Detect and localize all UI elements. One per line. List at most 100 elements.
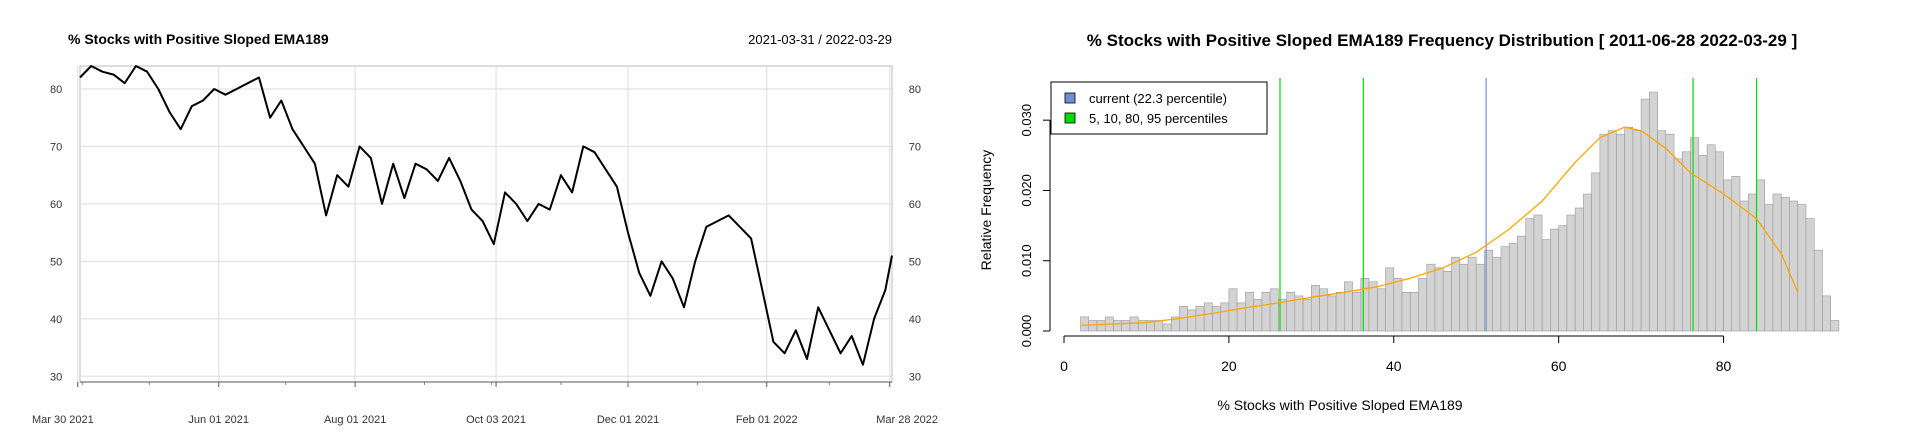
timeseries-series [79,65,893,366]
histogram-x-axis-label: % Stocks with Positive Sloped EMA189 [1217,397,1462,413]
histogram-bar [1459,263,1469,332]
histogram-x-tick-label: 60 [1551,358,1567,374]
histogram-bar [1797,204,1807,332]
histogram-bar [1088,320,1098,332]
histogram-bar [1657,130,1667,332]
histogram-bar [1673,158,1683,332]
histogram-bar [1113,320,1122,332]
histogram-bar [1129,316,1139,332]
histogram-y-tick-label: 0.000 [1019,315,1034,348]
timeseries-y-tick-right: 60 [909,199,921,211]
histogram-bar [1583,193,1592,332]
histogram-bar [1080,316,1089,332]
histogram-bar [1805,218,1815,332]
histogram-bar [1286,291,1296,332]
timeseries-line [79,65,893,366]
histogram-bar [1162,323,1172,332]
histogram-x-tick-label: 0 [1060,358,1068,374]
histogram-bar [1203,302,1213,332]
histogram-bar [1508,242,1518,332]
histogram-bar [1517,235,1526,332]
histogram-bar [1187,309,1197,332]
histogram-x-tick-label: 80 [1716,358,1732,374]
histogram-bar [1311,284,1320,332]
timeseries-x-tick-label: Aug 01 2021 [324,414,386,426]
histogram-bar [1574,207,1584,332]
histogram-bar [1500,246,1510,332]
histogram-bar [1475,263,1485,332]
histogram-bar [1698,155,1708,332]
timeseries-y-tick-right: 70 [909,141,921,153]
histogram-axes: 0 20 40 60 80 0.000 0.010 0.020 0.030 [1019,104,1732,374]
legend-box [1050,81,1268,135]
histogram-bar [1245,291,1254,332]
histogram-bar [1739,200,1749,332]
histogram-bar [1294,295,1304,332]
legend-swatch-current [1064,92,1076,104]
timeseries-y-tick-left: 80 [50,84,62,96]
histogram-bar [1550,228,1559,332]
histogram-bar [1756,179,1765,332]
histogram-bar [1731,176,1741,332]
histogram-bar [1253,299,1263,332]
histogram-bar [1220,302,1230,332]
histogram-bar [1377,288,1386,332]
histogram-bar [1261,291,1271,332]
timeseries-y-tick-right: 80 [909,84,921,96]
timeseries-x-tick-label: Feb 01 2022 [736,414,798,426]
histogram-bar [1525,218,1535,332]
timeseries-y-tick-right: 50 [909,256,921,268]
histogram-bar [1467,256,1477,332]
histogram-bar [1566,214,1576,332]
histogram-bar [1302,299,1312,332]
histogram-bar [1418,277,1427,332]
histogram-bar [1616,133,1625,332]
histogram-bar [1327,295,1337,332]
histogram-bar [1269,288,1279,332]
histogram-bar [1813,249,1823,332]
histogram-bar [1401,291,1411,332]
timeseries-plot-frame [79,65,893,383]
histogram-chart: % Stocks with Positive Sloped EMA189 Fre… [978,31,1840,413]
histogram-bar [1385,267,1394,332]
timeseries-y-tick-left: 50 [50,256,62,268]
timeseries-axes: 30 30 40 40 50 50 60 60 70 70 80 80 Mar 30 2021 Jun 0… [32,84,938,426]
timeseries-x-tick-label: Jun 01 2021 [188,414,249,426]
histogram-title: % Stocks with Positive Sloped EMA189 Fre… [1087,31,1797,50]
histogram-bar [1591,172,1601,332]
histogram-bar [1723,179,1733,332]
histogram-bar [1558,225,1568,332]
histogram-bar [1368,281,1378,332]
histogram-bar [1236,302,1246,332]
histogram-x-tick-label: 20 [1221,358,1237,374]
histogram-bar [1212,306,1221,332]
histogram-bar [1624,126,1634,332]
histogram-bar [1352,291,1362,332]
timeseries-y-tick-right: 40 [909,314,921,326]
histogram-bar [1748,193,1757,332]
timeseries-x-tick-label: Dec 01 2021 [597,414,659,426]
histogram-bar [1682,151,1691,332]
histogram-bar [1715,151,1724,332]
histogram-bar [1451,256,1460,332]
histogram-bar [1121,320,1131,332]
timeseries-y-tick-left: 40 [50,314,62,326]
timeseries-grid [77,65,893,383]
histogram-bar [1335,291,1345,332]
timeseries-y-tick-left: 60 [50,199,62,211]
histogram-bar [1599,133,1609,332]
histogram-bar [1822,295,1831,332]
histogram-bar [1764,204,1774,332]
histogram-bar [1195,306,1205,332]
density-curve [1080,126,1799,327]
histogram-bar [1533,214,1543,332]
timeseries-y-tick-left: 30 [50,371,62,383]
histogram-bar [1649,91,1658,332]
timeseries-x-tick-label: Mar 28 2022 [876,414,938,426]
legend-swatch-percentiles [1064,112,1076,124]
histogram-x-tick-label: 40 [1386,358,1402,374]
histogram-bar [1434,267,1444,332]
histogram-bar [1154,320,1164,332]
histogram-bar [1360,277,1370,332]
histogram-bar [1665,133,1675,332]
